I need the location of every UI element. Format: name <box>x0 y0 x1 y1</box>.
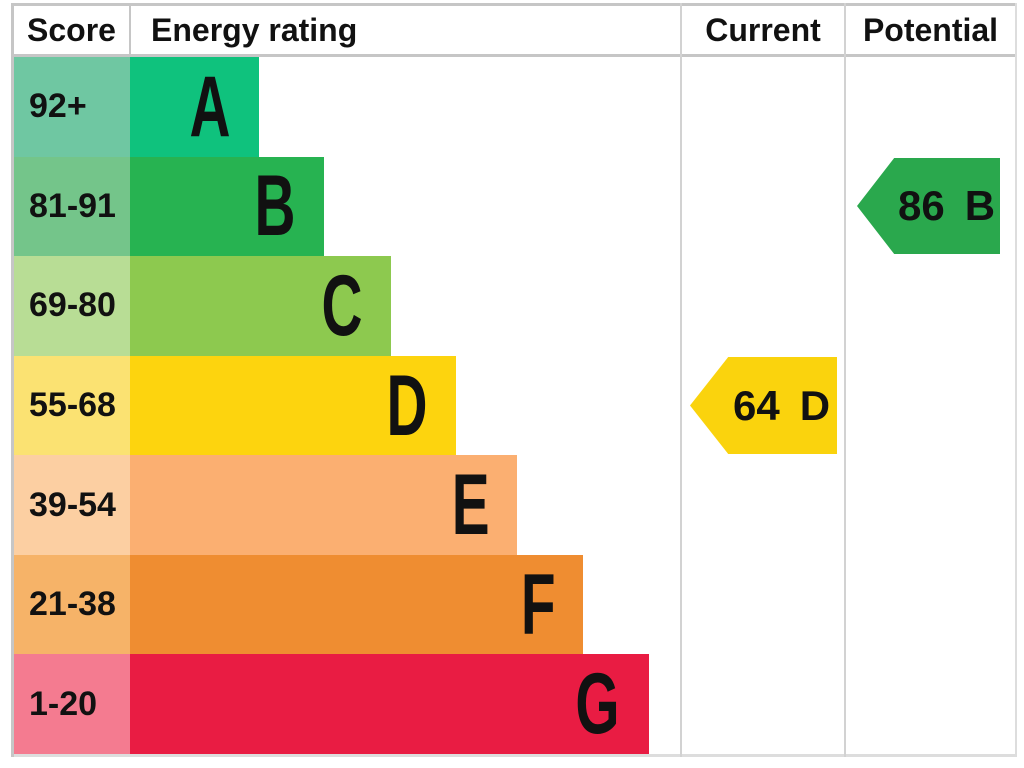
table-left-border <box>11 3 14 757</box>
score-range-d: 55-68 <box>14 355 130 456</box>
rating-bar-e: E <box>130 455 517 555</box>
table-bottom-border <box>14 754 1017 757</box>
score-range-b: 81-91 <box>14 156 130 257</box>
band-rows: 92+ A 81-91 B 69-80 C 55-68 D 39-54 <box>14 57 1017 755</box>
band-row-d: 55-68 D <box>14 355 1017 456</box>
rating-bar-c: C <box>130 256 391 356</box>
band-row-b: 81-91 B <box>14 156 1017 257</box>
band-row-e: 39-54 E <box>14 455 1017 555</box>
rating-bar-f: F <box>130 554 583 655</box>
column-header-current: Current <box>705 11 821 48</box>
table-top-border <box>14 3 1017 6</box>
band-letter-d: D <box>386 357 428 454</box>
band-letter-e: E <box>451 457 490 554</box>
score-range-a: 92+ <box>14 57 130 157</box>
column-header-energy-rating: Energy rating <box>151 11 358 48</box>
header-underline <box>14 54 1017 57</box>
band-row-f: 21-38 F <box>14 554 1017 655</box>
score-range-c: 69-80 <box>14 256 130 356</box>
current-band-letter: D <box>799 381 831 429</box>
band-letter-g: G <box>575 656 620 753</box>
current-column-divider <box>680 3 682 757</box>
band-letter-c: C <box>321 257 363 354</box>
current-score-value: 64 <box>732 381 780 429</box>
rating-bar-g: G <box>130 654 649 755</box>
potential-band-letter: B <box>964 182 996 229</box>
score-range-g: 1-20 <box>14 654 130 755</box>
score-column-divider <box>129 3 131 54</box>
band-row-a: 92+ A <box>14 57 1017 157</box>
rating-bar-a: A <box>130 57 259 157</box>
band-letter-a: A <box>189 58 231 155</box>
band-letter-b: B <box>254 158 296 255</box>
score-range-e: 39-54 <box>14 455 130 555</box>
rating-bar-b: B <box>130 156 324 257</box>
column-header-score: Score <box>27 11 116 48</box>
column-header-potential: Potential <box>862 11 999 48</box>
band-row-c: 69-80 C <box>14 256 1017 356</box>
table-right-border <box>1015 3 1017 757</box>
band-row-g: 1-20 G <box>14 654 1017 755</box>
score-range-f: 21-38 <box>14 554 130 655</box>
band-letter-f: F <box>521 556 557 653</box>
potential-score-value: 86 <box>897 182 945 229</box>
rating-bar-d: D <box>130 355 456 456</box>
potential-column-divider <box>844 3 846 757</box>
